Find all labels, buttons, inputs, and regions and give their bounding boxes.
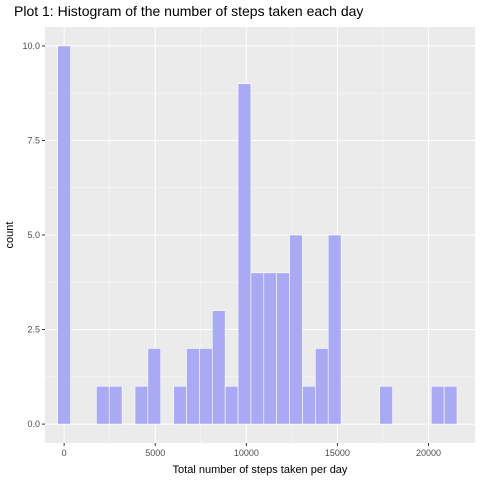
x-tick-label: 20000	[416, 448, 441, 458]
histogram-bar	[109, 386, 122, 424]
y-axis: 0.0 2.5 5.0 7.5 10.0	[22, 41, 45, 429]
histogram-bar	[264, 273, 277, 424]
histogram-bar	[148, 348, 161, 424]
histogram-bar	[225, 386, 238, 424]
histogram-bar	[187, 348, 200, 424]
histogram-bar	[315, 348, 328, 424]
histogram-bar	[135, 386, 148, 424]
histogram-bar	[380, 386, 393, 424]
histogram-bar	[328, 235, 341, 424]
histogram-bar	[96, 386, 109, 424]
x-tick-label: 0	[62, 448, 67, 458]
histogram-bar	[290, 235, 303, 424]
histogram-bar	[277, 273, 290, 424]
histogram-bar	[251, 273, 264, 424]
histogram-bar	[212, 311, 225, 424]
histogram-bar	[302, 386, 315, 424]
x-tick-label: 10000	[234, 448, 259, 458]
histogram-bar	[431, 386, 444, 424]
x-tick-label: 5000	[145, 448, 165, 458]
y-tick-label: 0.0	[27, 419, 40, 429]
y-tick-label: 5.0	[27, 230, 40, 240]
y-tick-label: 2.5	[27, 325, 40, 335]
histogram-bar	[58, 46, 71, 424]
histogram-bar	[174, 386, 187, 424]
histogram-bar	[444, 386, 457, 424]
histogram-bar	[199, 348, 212, 424]
x-axis: 0 5000 10000 15000 20000	[62, 443, 441, 458]
x-axis-title: Total number of steps taken per day	[173, 464, 348, 476]
histogram-bar	[238, 84, 251, 424]
y-axis-title: count	[4, 222, 16, 249]
y-tick-label: 10.0	[22, 41, 40, 51]
y-tick-label: 7.5	[27, 135, 40, 145]
x-tick-label: 15000	[325, 448, 350, 458]
